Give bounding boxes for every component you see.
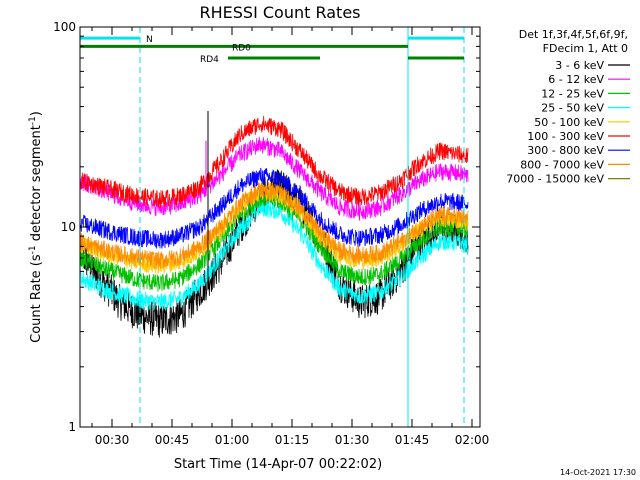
x-tick-label: 01:45: [395, 433, 430, 447]
legend-entry-label: 25 - 50 keV: [541, 102, 604, 115]
y-axis-label: Count Rate (s-1 detector segment-1): [28, 111, 44, 343]
data-layer: [79, 111, 469, 338]
x-tick-label: 00:45: [155, 433, 190, 447]
y-axis-label-part1: Count Rate (s: [29, 254, 44, 343]
y-axis-label-sup2: -1: [28, 116, 38, 125]
footer-timestamp: 14-Oct-2021 17:30: [560, 468, 636, 477]
series-trace: [79, 136, 469, 221]
series-trace: [79, 181, 469, 271]
state-bar-label: N: [146, 35, 153, 45]
axis-layer: 1 10 100 00:30 00:45 01:00 01:15 01:30 01:45 02:0…: [53, 20, 489, 447]
series-trace: [79, 199, 469, 311]
legend-entry-label: 100 - 300 keV: [527, 130, 604, 143]
y-axis-label-part2: detector segment: [29, 125, 44, 245]
legend-header-line: FDecim 1, Att 0: [543, 42, 628, 55]
chart-title: RHESSI Count Rates: [200, 3, 361, 22]
legend-entry-label: 6 - 12 keV: [548, 73, 604, 86]
state-bar-label: RD0: [232, 43, 251, 53]
legend-entry-label: 3 - 6 keV: [555, 59, 604, 72]
legend-entry-label: 50 - 100 keV: [534, 116, 604, 129]
x-tick-label: 01:00: [215, 433, 250, 447]
x-axis-label: Start Time (14-Apr-07 00:22:02): [174, 457, 382, 472]
x-tick-label: 00:30: [95, 433, 130, 447]
y-axis-label-sup1: -1: [28, 245, 38, 254]
legend-entry-label: 7000 - 15000 keV: [506, 173, 604, 186]
legend-entry-label: 12 - 25 keV: [541, 87, 604, 100]
y-tick-label: 1: [68, 420, 76, 434]
x-tick-label: 01:15: [275, 433, 310, 447]
series-trace: [79, 189, 469, 292]
state-bar-label: RD4: [200, 55, 219, 65]
y-tick-label: 10: [61, 220, 76, 234]
legend-entry-label: 300 - 800 keV: [527, 144, 604, 157]
series-trace: [79, 115, 469, 208]
y-axis-label-part3: ): [29, 111, 44, 116]
x-tick-label: 01:30: [335, 433, 370, 447]
legend-entry-label: 800 - 7000 keV: [520, 158, 604, 171]
y-tick-label: 100: [53, 20, 76, 34]
legend-header-line: Det 1f,3f,4f,5f,6f,9f,: [519, 28, 628, 41]
legend: Det 1f,3f,4f,5f,6f,9f,FDecim 1, Att 0 3 -…: [506, 28, 630, 186]
x-tick-label: 02:00: [455, 433, 490, 447]
series-trace: [79, 167, 469, 249]
